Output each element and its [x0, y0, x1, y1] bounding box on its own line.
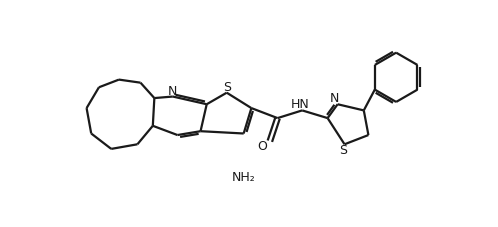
- Text: S: S: [223, 81, 231, 94]
- Text: NH₂: NH₂: [232, 171, 255, 184]
- Text: N: N: [168, 85, 177, 99]
- Text: O: O: [257, 140, 267, 153]
- Text: S: S: [339, 144, 347, 157]
- Text: HN: HN: [290, 98, 309, 111]
- Text: N: N: [330, 92, 339, 105]
